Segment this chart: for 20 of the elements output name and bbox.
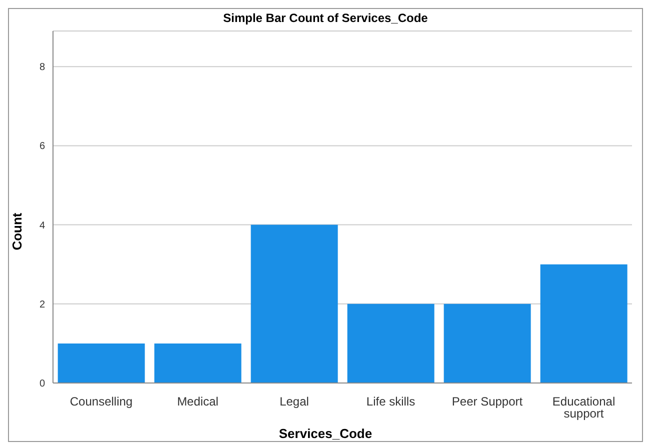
- bar: [444, 304, 531, 383]
- y-tick-label: 4: [39, 220, 46, 232]
- bar: [347, 304, 434, 383]
- chart-title: Simple Bar Count of Services_Code: [222, 11, 429, 25]
- y-axis-title: Count: [10, 212, 24, 252]
- x-tick-label: Legal: [280, 394, 309, 409]
- y-tick-label: 2: [39, 299, 46, 310]
- bar: [540, 264, 628, 383]
- x-axis-title: Services_Code: [278, 426, 374, 441]
- x-tick-label: Medical: [177, 394, 218, 409]
- x-tick-label: Educational support: [552, 394, 616, 421]
- x-tick-label: Counselling: [70, 394, 133, 409]
- bar: [250, 224, 338, 383]
- y-tick-label: 0: [39, 378, 46, 390]
- x-tick-label: Peer Support: [452, 394, 524, 409]
- y-tick-label: 8: [39, 62, 46, 74]
- bar: [154, 343, 242, 383]
- bar: [58, 343, 145, 383]
- y-tick-label: 6: [39, 141, 46, 152]
- x-tick-label: Life skills: [366, 394, 416, 409]
